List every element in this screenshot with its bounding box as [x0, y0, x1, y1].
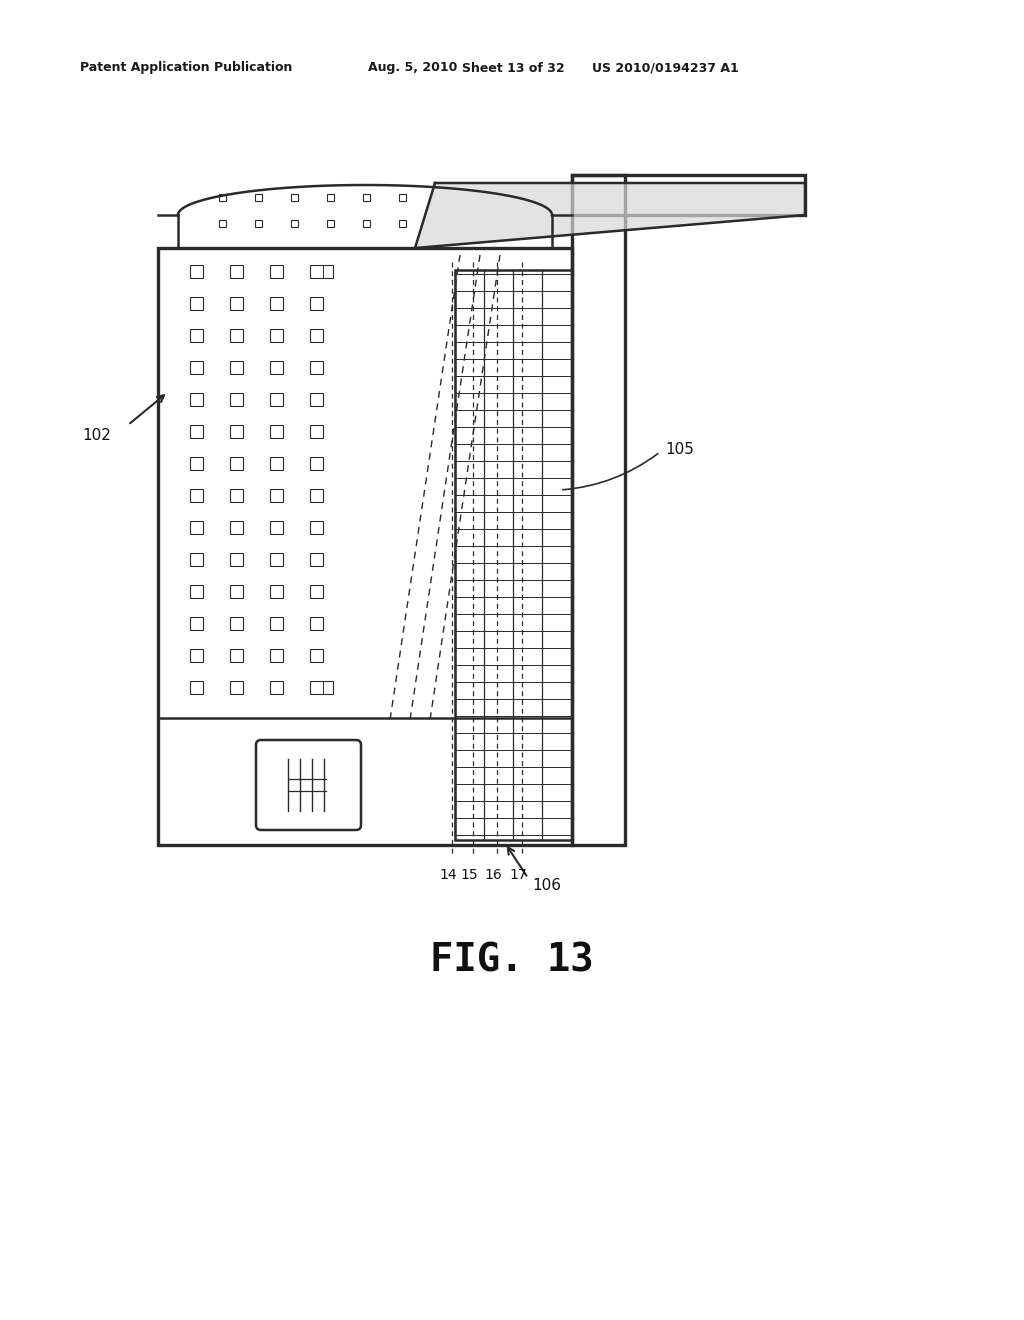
Bar	[230, 488, 243, 502]
Bar	[219, 220, 226, 227]
Bar	[230, 360, 243, 374]
Bar	[310, 649, 323, 663]
Bar	[230, 297, 243, 310]
Bar	[219, 194, 226, 201]
Bar	[310, 425, 323, 438]
Text: Patent Application Publication: Patent Application Publication	[80, 62, 293, 74]
Bar	[310, 360, 323, 374]
Text: 14: 14	[439, 869, 457, 882]
Bar	[230, 329, 243, 342]
Bar	[230, 553, 243, 566]
Bar	[270, 585, 283, 598]
Bar	[230, 457, 243, 470]
Bar	[230, 585, 243, 598]
Bar	[190, 393, 203, 407]
Bar	[190, 681, 203, 694]
Bar	[310, 265, 333, 279]
Bar	[270, 425, 283, 438]
Bar	[190, 329, 203, 342]
Text: 106: 106	[532, 878, 561, 892]
Bar	[270, 649, 283, 663]
Bar	[230, 425, 243, 438]
Bar	[327, 194, 334, 201]
Text: US 2010/0194237 A1: US 2010/0194237 A1	[592, 62, 738, 74]
Bar	[190, 425, 203, 438]
Bar	[310, 553, 323, 566]
Polygon shape	[415, 183, 805, 248]
Bar	[270, 681, 283, 694]
Bar	[270, 297, 283, 310]
Bar	[310, 616, 323, 630]
Bar	[310, 488, 323, 502]
Bar	[190, 521, 203, 535]
Bar	[230, 649, 243, 663]
Bar	[190, 457, 203, 470]
Bar	[327, 220, 334, 227]
Bar	[270, 488, 283, 502]
Bar	[399, 220, 406, 227]
Bar	[230, 265, 243, 279]
Bar	[190, 360, 203, 374]
Bar	[230, 681, 243, 694]
Bar	[270, 265, 283, 279]
Bar	[362, 194, 370, 201]
Bar	[255, 220, 262, 227]
Bar	[270, 616, 283, 630]
Bar	[190, 553, 203, 566]
Bar	[310, 521, 323, 535]
Bar	[190, 265, 203, 279]
Bar	[310, 585, 323, 598]
Text: 15: 15	[460, 869, 478, 882]
Text: 17: 17	[509, 869, 526, 882]
Bar	[362, 220, 370, 227]
Bar	[572, 176, 625, 845]
Bar	[572, 176, 805, 215]
Bar	[310, 457, 323, 470]
Bar	[270, 457, 283, 470]
Text: Sheet 13 of 32: Sheet 13 of 32	[462, 62, 564, 74]
Bar	[270, 521, 283, 535]
Text: FIG. 13: FIG. 13	[430, 941, 594, 979]
Bar	[230, 521, 243, 535]
Bar	[270, 553, 283, 566]
Bar	[230, 393, 243, 407]
Bar	[270, 360, 283, 374]
Bar	[230, 616, 243, 630]
Bar	[190, 649, 203, 663]
Bar	[190, 585, 203, 598]
Text: 102: 102	[82, 429, 111, 444]
Bar	[270, 329, 283, 342]
Text: 16: 16	[484, 869, 502, 882]
Bar	[455, 271, 572, 840]
Bar	[399, 194, 406, 201]
Bar	[291, 194, 298, 201]
Text: 105: 105	[665, 442, 694, 458]
Bar	[190, 488, 203, 502]
Bar	[310, 329, 323, 342]
Bar	[190, 616, 203, 630]
Bar	[310, 297, 323, 310]
Bar	[310, 681, 333, 694]
Bar	[310, 393, 323, 407]
Bar	[158, 248, 572, 845]
Bar	[255, 194, 262, 201]
Bar	[291, 220, 298, 227]
Bar	[270, 393, 283, 407]
Text: Aug. 5, 2010: Aug. 5, 2010	[368, 62, 458, 74]
Bar	[190, 297, 203, 310]
